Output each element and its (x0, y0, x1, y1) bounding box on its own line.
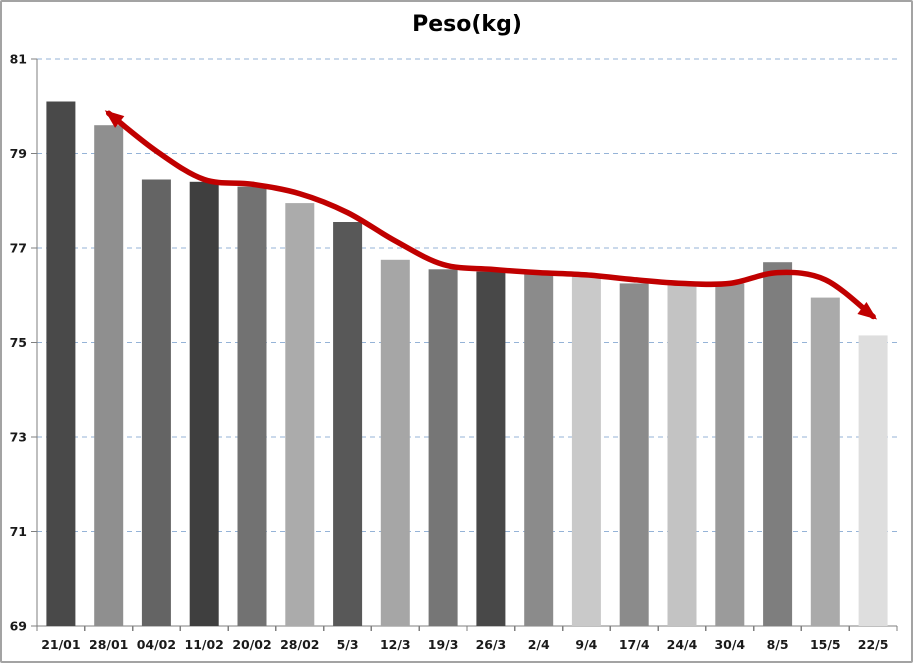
x-axis-tick-label: 22/5 (858, 637, 889, 652)
bar (141, 179, 171, 626)
bar (428, 269, 458, 626)
x-axis-tick-label: 28/02 (280, 637, 319, 652)
x-axis-tick-label: 12/3 (380, 637, 411, 652)
bar (189, 181, 219, 627)
y-axis-tick-label: 71 (10, 524, 27, 539)
y-axis-tick-label: 77 (10, 241, 27, 256)
bar (476, 271, 506, 626)
y-axis-tick-label: 81 (10, 52, 27, 67)
bar (333, 222, 363, 626)
bar (46, 101, 76, 626)
x-axis-tick-label: 21/01 (41, 637, 80, 652)
bar (524, 274, 554, 626)
y-axis-tick-label: 73 (10, 430, 27, 445)
x-axis-tick-label: 17/4 (619, 637, 650, 652)
x-axis-tick-label: 11/02 (185, 637, 224, 652)
x-axis-tick-label: 24/4 (667, 637, 698, 652)
bar (667, 283, 697, 626)
bar (858, 335, 888, 626)
y-axis-tick-label: 69 (10, 619, 27, 634)
bar (763, 262, 793, 626)
trend-line (104, 110, 878, 320)
bar (810, 297, 840, 626)
y-axis-tick-label: 79 (10, 146, 27, 161)
x-axis-tick-label: 04/02 (137, 637, 176, 652)
chart-title: Peso(kg) (412, 12, 522, 37)
bar (94, 125, 124, 626)
x-axis-tick-label: 28/01 (89, 637, 128, 652)
bar (285, 203, 315, 626)
x-axis-tick-label: 30/4 (714, 637, 745, 652)
x-axis-tick-label: 8/5 (767, 637, 789, 652)
bar (380, 259, 410, 626)
x-axis-tick-label: 2/4 (528, 637, 550, 652)
bar (715, 283, 745, 626)
y-axis-tick-label: 75 (10, 335, 27, 350)
x-axis-tick-label: 26/3 (476, 637, 507, 652)
x-axis-tick-label: 20/02 (232, 637, 271, 652)
bar (237, 186, 267, 626)
bar (619, 283, 649, 626)
x-axis-tick-label: 15/5 (810, 637, 841, 652)
x-axis-tick-label: 5/3 (337, 637, 359, 652)
bar (571, 276, 601, 626)
x-axis-tick-label: 19/3 (428, 637, 459, 652)
x-axis-tick-label: 9/4 (575, 637, 597, 652)
